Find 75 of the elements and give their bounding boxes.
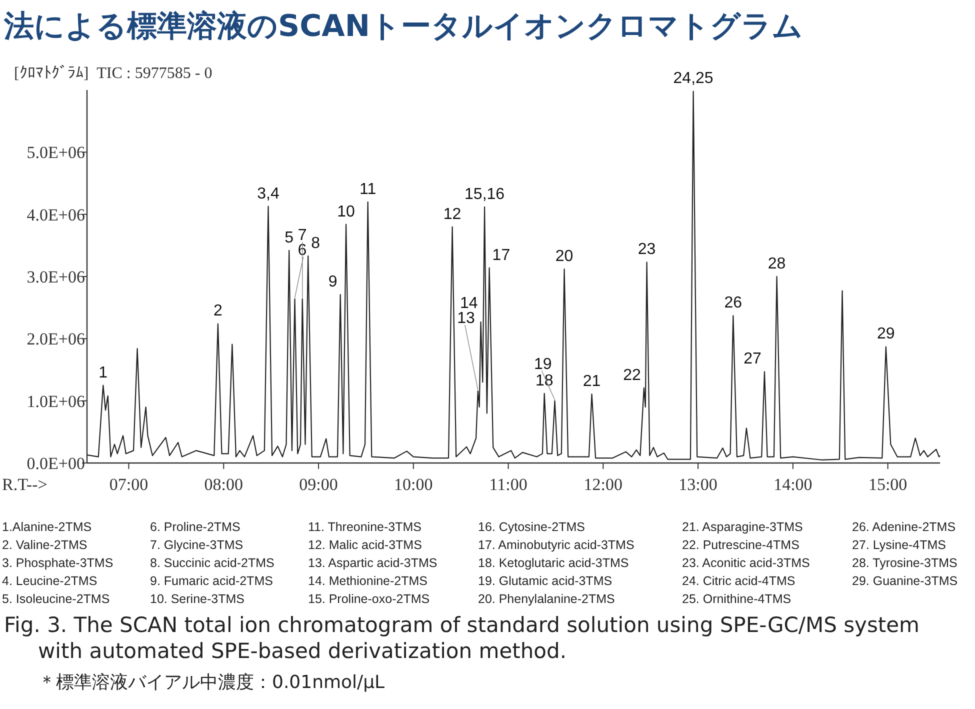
x-tick-label: 07:00 bbox=[109, 475, 148, 494]
y-tick-label: 0.0E+00 bbox=[26, 454, 85, 473]
text: 3. Phosphate-3TMS bbox=[2, 556, 114, 570]
text: 14. Methionine-2TMS bbox=[308, 574, 428, 588]
peak-label: 13 bbox=[457, 310, 475, 327]
peak-label: 22 bbox=[623, 366, 641, 384]
text: ＊標準溶液バイアル中濃度：0.01nmol/μL bbox=[38, 672, 385, 693]
peak-label: 7 bbox=[298, 226, 307, 244]
header: [ｸﾛﾏﾄｸﾞﾗﾑ] TIC : 5977585 - 0 bbox=[14, 65, 212, 82]
peak-label: 26 bbox=[724, 294, 742, 312]
text: 28. Tyrosine-3TMS bbox=[852, 556, 958, 570]
text: 12. Malic acid-3TMS bbox=[308, 538, 422, 552]
text: 1.Alanine-2TMS bbox=[2, 520, 92, 534]
peak-label: 11 bbox=[360, 180, 376, 198]
text: 17. Aminobutyric acid-3TMS bbox=[478, 538, 634, 552]
text: 2. Valine-2TMS bbox=[2, 538, 88, 552]
peak-label: 1 bbox=[98, 364, 108, 382]
text: 27. Lysine-4TMS bbox=[852, 538, 946, 552]
x-tick-label: 09:00 bbox=[299, 475, 338, 494]
caption: Fig. 3. The SCAN total ion chromatogram of standard solution using SPE-GC/MS system with automated SPE-based derivatization method. bbox=[4, 613, 926, 663]
text: 22. Putrescine-4TMS bbox=[682, 538, 800, 552]
text: 23. Aconitic acid-3TMS bbox=[682, 556, 810, 570]
x-tick-label: 12:00 bbox=[584, 475, 623, 494]
text: 24. Citric acid-4TMS bbox=[682, 574, 796, 588]
text: 4. Leucine-2TMS bbox=[2, 574, 98, 588]
peak-label: 20 bbox=[555, 248, 574, 266]
peak-label: 17 bbox=[492, 246, 510, 264]
peak-label: 10 bbox=[337, 203, 355, 220]
y-tick-label: 3.0E+06 bbox=[26, 268, 85, 286]
text: 21. Asparagine-3TMS bbox=[682, 520, 803, 534]
peak-label: 5 bbox=[284, 229, 294, 246]
x-tick-label: 08:00 bbox=[204, 475, 243, 494]
text: 25. Ornithine-4TMS bbox=[682, 592, 792, 606]
peak-label: 27 bbox=[744, 350, 762, 368]
x-tick-label: 10:00 bbox=[394, 475, 433, 494]
text: 11. Threonine-3TMS bbox=[308, 520, 422, 534]
text: 10. Serine-3TMS bbox=[150, 592, 244, 606]
title: 法による標準溶液のSCANトータルイオンクロマトグラム bbox=[4, 9, 803, 44]
peak-label: 6 bbox=[298, 242, 307, 259]
x-tick-label: 11:00 bbox=[489, 475, 528, 494]
peak-label: 2 bbox=[213, 302, 222, 320]
x-tick-label: 13:00 bbox=[678, 475, 718, 494]
peak-label: 21 bbox=[582, 373, 601, 390]
peak-label: 15,16 bbox=[464, 186, 505, 203]
text: 15. Proline-oxo-2TMS bbox=[308, 592, 430, 606]
x-tick-label: 14:00 bbox=[774, 475, 812, 494]
text: 19. Glutamic acid-3TMS bbox=[478, 574, 612, 588]
text: 26. Adenine-2TMS bbox=[852, 520, 956, 534]
y-tick-label: 2.0E+06 bbox=[26, 330, 85, 349]
peak-label: 28 bbox=[768, 256, 786, 272]
y-tick-label: 1.0E+06 bbox=[26, 392, 85, 411]
text: 20. Phenylalanine-2TMS bbox=[478, 592, 615, 606]
text: 7. Glycine-3TMS bbox=[150, 538, 244, 552]
text: 16. Cytosine-2TMS bbox=[478, 520, 585, 534]
text: 5. Isoleucine-2TMS bbox=[2, 592, 110, 606]
peak-label: 9 bbox=[328, 274, 338, 291]
peak-label: 3,4 bbox=[257, 185, 280, 202]
text: 18. Ketoglutaric acid-3TMS bbox=[478, 556, 629, 570]
peak-label: 19 bbox=[534, 356, 552, 373]
peak-label: 14 bbox=[460, 294, 478, 312]
peak-label: 23 bbox=[638, 241, 656, 258]
text: 29. Guanine-3TMS bbox=[852, 574, 958, 588]
y-tick-label: 5.0E+06 bbox=[26, 143, 85, 162]
peak-label: 8 bbox=[311, 234, 320, 252]
text: 13. Aspartic acid-3TMS bbox=[308, 556, 438, 570]
peak-label: 29 bbox=[877, 326, 895, 343]
text: 6. Proline-2TMS bbox=[150, 520, 240, 534]
y-tick-label: 4.0E+06 bbox=[26, 205, 85, 224]
peak-label: 18 bbox=[535, 372, 554, 390]
text: 9. Fumaric acid-2TMS bbox=[150, 574, 273, 588]
x-tick-label: 15:00 bbox=[868, 475, 908, 494]
peak-label: 12 bbox=[443, 206, 462, 223]
peak-label: 24,25 bbox=[673, 70, 714, 88]
text: 8. Succinic acid-2TMS bbox=[150, 556, 274, 570]
xlabel: R.T--> bbox=[2, 475, 48, 494]
